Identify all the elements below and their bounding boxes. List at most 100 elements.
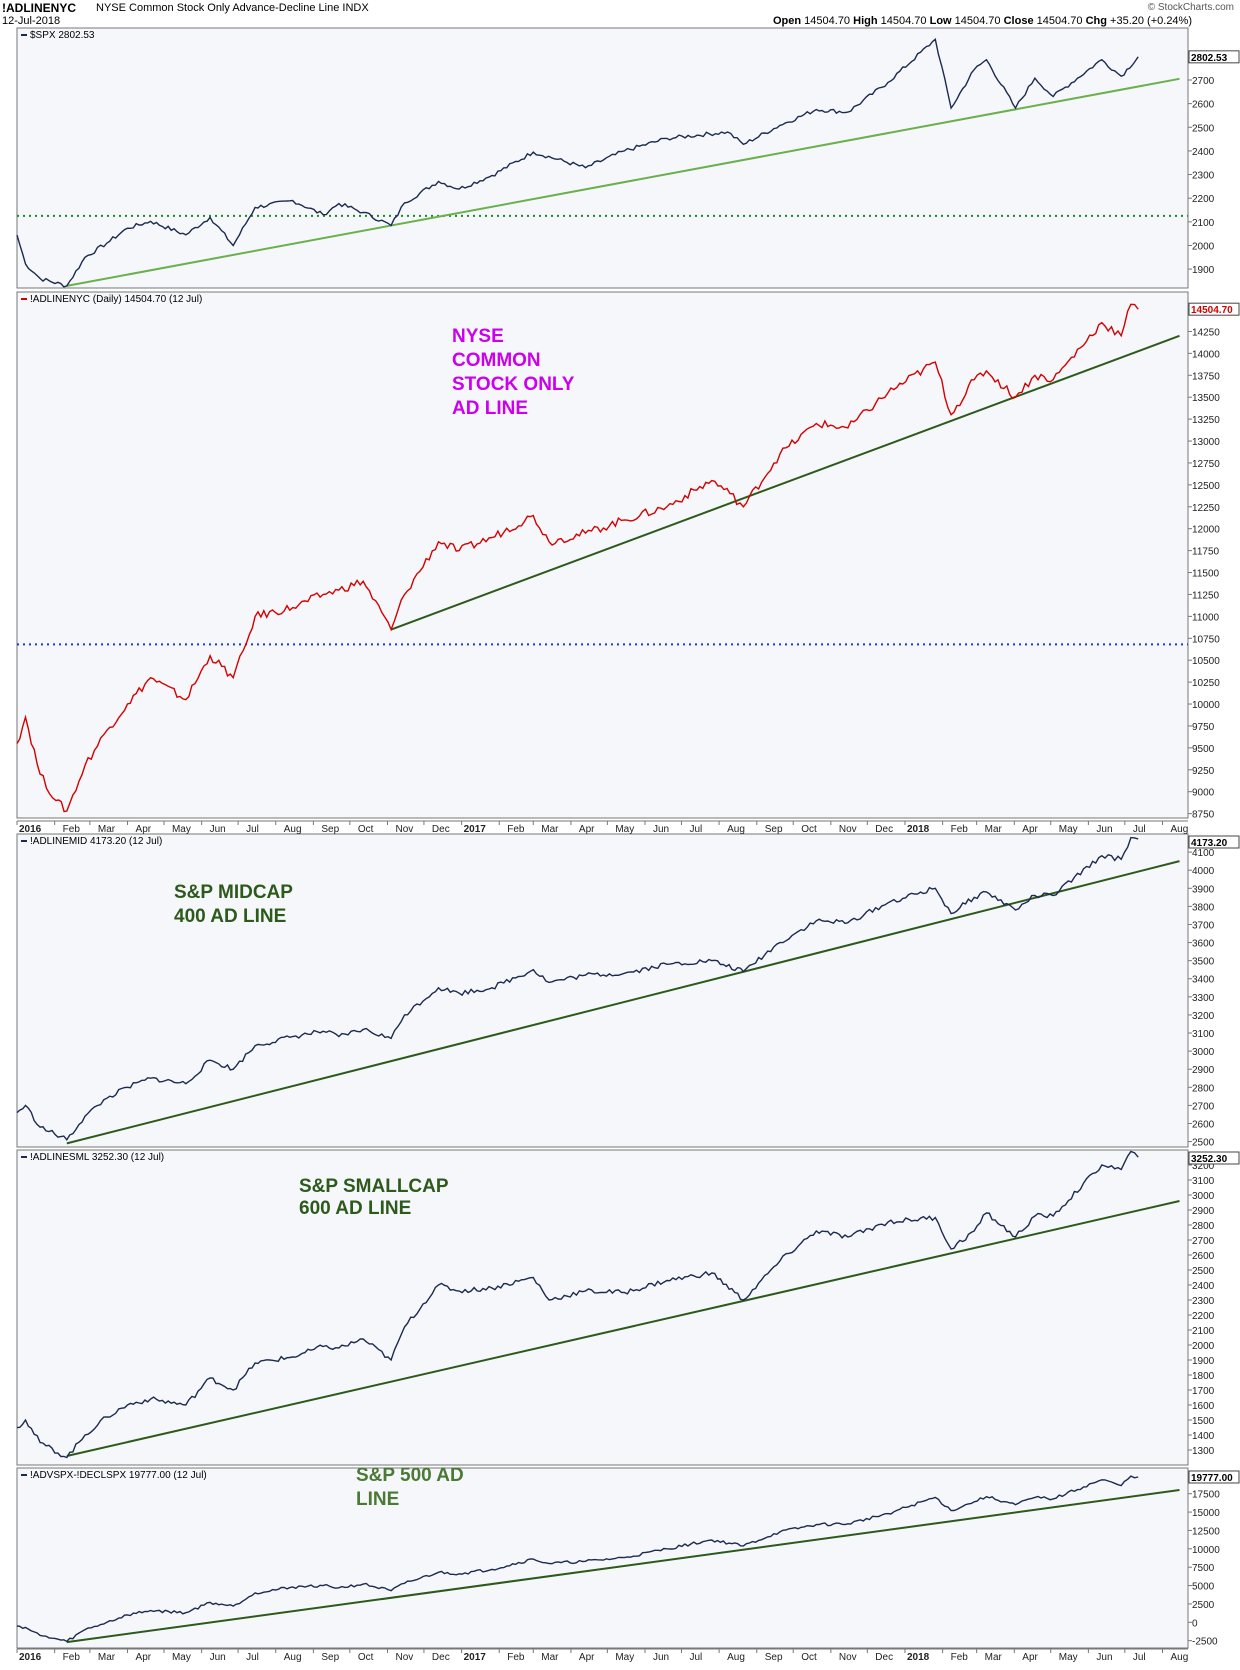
x-tick-label: Jun bbox=[210, 1652, 226, 1663]
y-tick-label: 9500 bbox=[1192, 744, 1215, 755]
y-tick-label: 2700 bbox=[1192, 1101, 1215, 1112]
low-label: Low bbox=[929, 15, 952, 27]
y-tick-label: 3100 bbox=[1192, 1176, 1215, 1187]
y-tick-label: 2700 bbox=[1192, 76, 1215, 87]
x-tick-label: Aug bbox=[284, 824, 302, 835]
x-tick-label: Jul bbox=[1133, 1652, 1146, 1663]
y-tick-label: 3800 bbox=[1192, 902, 1215, 913]
x-tick-label: Feb bbox=[63, 824, 81, 835]
x-tick-label: Mar bbox=[98, 1652, 116, 1663]
y-tick-label: 17500 bbox=[1192, 1490, 1220, 1501]
series-line bbox=[16, 836, 1139, 1142]
x-tick-label: Apr bbox=[1022, 1652, 1038, 1663]
panel-4: 1300 1400 1500 1600 1700 1800 1900 2000 2100 2200… bbox=[16, 1149, 1240, 1466]
legend-label: $SPX 2802.53 bbox=[30, 30, 95, 41]
panel-5: -2500 0 2500 5000 7500 10000 12500 15000 17500 !A… bbox=[16, 1465, 1240, 1649]
y-tick-label: 2300 bbox=[1192, 171, 1215, 182]
panel-frame bbox=[16, 27, 1189, 289]
x-tick-label: Feb bbox=[951, 1652, 969, 1663]
series-line bbox=[16, 1150, 1139, 1459]
y-tick-label: 1900 bbox=[1192, 265, 1215, 276]
x-tick-label: Sep bbox=[765, 1652, 783, 1663]
panel-3: 2500 2600 2700 2800 2900 3000 3100 3200 3300 3400… bbox=[16, 833, 1240, 1149]
y-tick-label: 2600 bbox=[1192, 100, 1215, 111]
open-label: Open bbox=[772, 15, 802, 27]
y-tick-label: 13500 bbox=[1192, 393, 1220, 404]
y-tick-label: 3600 bbox=[1192, 939, 1215, 950]
y-tick-label: 7500 bbox=[1192, 1563, 1215, 1574]
y-tick-label: 1500 bbox=[1192, 1416, 1215, 1427]
y-tick-label: 13250 bbox=[1192, 415, 1220, 426]
legend-label: !ADLINEMID 4173.20 (12 Jul) bbox=[30, 836, 162, 847]
y-tick-label: 3700 bbox=[1192, 920, 1215, 931]
y-tick-label: 2200 bbox=[1192, 194, 1215, 205]
x-tick-label: Feb bbox=[507, 1652, 525, 1663]
y-tick-label: 9250 bbox=[1192, 766, 1215, 777]
chart-description-text: NYSE Common Stock Only Advance-Decline L… bbox=[96, 2, 340, 14]
y-tick-label: 2500 bbox=[1192, 1266, 1215, 1277]
panel-1: 1900200021002200230024002500260027002800… bbox=[16, 27, 1240, 289]
last-value-box bbox=[1188, 1151, 1240, 1165]
y-tick-label: 2400 bbox=[1192, 1281, 1215, 1292]
annotation-text: COMMON bbox=[452, 350, 541, 371]
trendline bbox=[66, 1200, 1180, 1457]
x-tick-label: 2016 bbox=[19, 1652, 42, 1663]
y-tick-label: 14250 bbox=[1192, 327, 1220, 338]
y-tick-label: 3300 bbox=[1192, 993, 1215, 1004]
x-tick-label: Nov bbox=[395, 1652, 413, 1663]
last-value-label: 2802.53 bbox=[1191, 53, 1228, 64]
x-tick-label: Jun bbox=[210, 824, 226, 835]
y-tick-label: 1800 bbox=[1192, 1371, 1215, 1382]
x-tick-label: Sep bbox=[321, 1652, 339, 1663]
y-tick-label: 13000 bbox=[1192, 437, 1220, 448]
y-tick-label: 2600 bbox=[1192, 1251, 1215, 1262]
close-value: 14504.70 bbox=[1036, 15, 1083, 27]
x-tick-label: Aug bbox=[1170, 824, 1188, 835]
x-tick-label: Mar bbox=[541, 1652, 559, 1663]
y-tick-label: 12750 bbox=[1192, 459, 1220, 470]
y-tick-label: 3200 bbox=[1192, 1011, 1215, 1022]
last-value-label: 14504.70 bbox=[1191, 305, 1233, 316]
high-label: High bbox=[853, 15, 878, 27]
x-tick-label: May bbox=[615, 1652, 634, 1663]
y-tick-label: 2900 bbox=[1192, 1206, 1215, 1217]
x-tick-label: Mar bbox=[985, 1652, 1003, 1663]
y-tick-label: 2800 bbox=[1192, 1221, 1215, 1232]
last-value-label: 4173.20 bbox=[1191, 838, 1228, 849]
annotation-text: S&P SMALLCAP bbox=[299, 1176, 449, 1197]
x-tick-label: Aug bbox=[727, 1652, 745, 1663]
x-tick-label: 2017 bbox=[464, 824, 487, 835]
legend-label: !ADLINESML 3252.30 (12 Jul) bbox=[30, 1152, 164, 1163]
y-tick-label: 10250 bbox=[1192, 678, 1220, 689]
panel-frame bbox=[16, 1467, 1189, 1649]
x-tick-label: Aug bbox=[1170, 1652, 1188, 1663]
x-tick-label: May bbox=[615, 824, 634, 835]
last-value-label: 19777.00 bbox=[1191, 1473, 1233, 1484]
annotation-text: 600 AD LINE bbox=[299, 1198, 411, 1219]
x-tick-label: Apr bbox=[136, 824, 152, 835]
y-tick-label: 2500 bbox=[1192, 1138, 1215, 1149]
annotation-text: S&P 500 AD bbox=[356, 1465, 464, 1486]
x-tick-label: 2018 bbox=[907, 824, 930, 835]
x-tick-label: Jun bbox=[653, 824, 669, 835]
x-tick-label: Dec bbox=[875, 1652, 893, 1663]
x-tick-label: Jul bbox=[246, 1652, 259, 1663]
y-tick-label: 9750 bbox=[1192, 722, 1215, 733]
y-tick-label: 12500 bbox=[1192, 481, 1220, 492]
last-value-box bbox=[1188, 50, 1240, 64]
y-tick-label: 1400 bbox=[1192, 1431, 1215, 1442]
y-tick-label: 3200 bbox=[1192, 1161, 1215, 1172]
y-tick-label: 11250 bbox=[1192, 590, 1220, 601]
x-tick-label: Apr bbox=[1022, 824, 1038, 835]
last-value-box bbox=[1188, 1470, 1240, 1484]
low-value: 14504.70 bbox=[954, 15, 1001, 27]
last-value-box bbox=[1188, 302, 1240, 316]
x-tick-label: Dec bbox=[432, 824, 450, 835]
trendline bbox=[66, 77, 1180, 287]
chart-date: 12-Jul-2018 bbox=[2, 15, 61, 27]
x-tick-label: Mar bbox=[541, 824, 559, 835]
x-axis-2: 2016 Feb Mar Apr May Jun Jul Aug Sep Oct Nov Dec 201… bbox=[16, 1648, 1188, 1663]
x-tick-label: Sep bbox=[321, 824, 339, 835]
x-tick-label: Nov bbox=[839, 1652, 857, 1663]
